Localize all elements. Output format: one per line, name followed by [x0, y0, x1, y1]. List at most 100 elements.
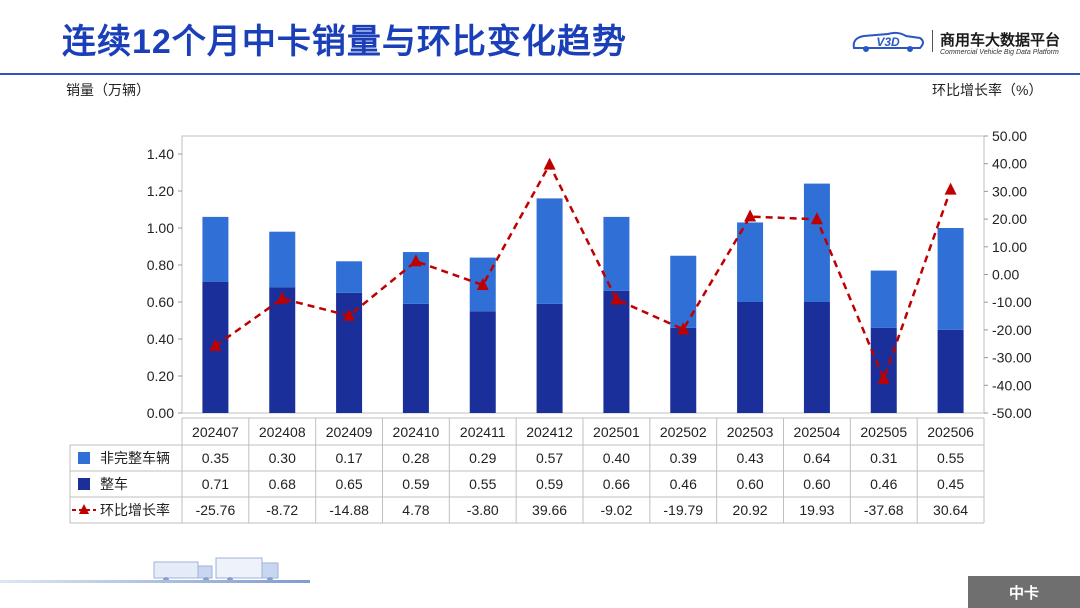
bar-incomplete-vehicle	[737, 222, 764, 302]
y-tick-label: 0.00	[147, 405, 174, 421]
y2-tick-label: 40.00	[992, 156, 1027, 172]
table-value-cell: -19.79	[663, 502, 703, 518]
y2-tick-label: 10.00	[992, 239, 1027, 255]
x-category-label: 202501	[593, 424, 640, 440]
table-value-cell: -3.80	[467, 502, 499, 518]
table-value-cell: 39.66	[532, 502, 567, 518]
mom-point-marker	[543, 157, 556, 170]
bar-complete-vehicle	[937, 329, 964, 413]
y-tick-label: 1.20	[147, 183, 174, 199]
table-value-cell: 0.68	[269, 476, 296, 492]
mom-point-marker	[810, 212, 823, 225]
logo-badge-text: V3D	[876, 35, 900, 49]
table-value-cell: 0.17	[335, 450, 362, 466]
category-tag: 中卡	[968, 576, 1080, 608]
legend-series-name: 非完整车辆	[100, 450, 170, 466]
bar-incomplete-vehicle	[670, 255, 697, 328]
bar-complete-vehicle	[670, 327, 697, 413]
bar-complete-vehicle	[603, 290, 630, 413]
mom-growth-line	[214, 161, 952, 383]
x-category-label: 202503	[727, 424, 774, 440]
x-category-label: 202506	[927, 424, 974, 440]
mom-point-marker	[409, 254, 422, 267]
table-value-cell: 20.92	[733, 502, 768, 518]
table-value-cell: 0.35	[202, 450, 229, 466]
logo-subtitle: Commercial Vehicle Big Data Platform	[940, 49, 1059, 56]
bar-incomplete-vehicle	[870, 270, 897, 328]
table-value-cell: -9.02	[600, 502, 632, 518]
bar-incomplete-vehicle	[269, 231, 296, 288]
y-tick-label: 0.80	[147, 257, 174, 273]
table-value-cell: 0.43	[736, 450, 763, 466]
bar-complete-vehicle	[737, 302, 764, 413]
table-value-cell: 19.93	[799, 502, 834, 518]
table-value-cell: 0.31	[870, 450, 897, 466]
y2-tick-label: 0.00	[992, 267, 1019, 283]
x-category-label: 202409	[326, 424, 373, 440]
y2-tick-label: -40.00	[992, 377, 1032, 393]
table-value-cell: 0.30	[269, 450, 296, 466]
bar-complete-vehicle	[870, 327, 897, 413]
bar-incomplete-vehicle	[937, 228, 964, 330]
footer-band	[0, 580, 310, 583]
bar-incomplete-vehicle	[536, 198, 563, 304]
x-category-label: 202412	[526, 424, 573, 440]
table-value-cell: 0.46	[670, 476, 697, 492]
x-category-label: 202410	[393, 424, 440, 440]
mom-point-marker	[677, 322, 690, 335]
bar-complete-vehicle	[402, 303, 429, 413]
table-value-cell: 0.29	[469, 450, 496, 466]
table-value-cell: -8.72	[266, 502, 298, 518]
y-tick-label: 0.20	[147, 368, 174, 384]
y2-tick-label: -10.00	[992, 294, 1032, 310]
mom-point-marker	[744, 209, 757, 222]
x-category-label: 202408	[259, 424, 306, 440]
bar-incomplete-vehicle	[202, 216, 229, 282]
y2-tick-label: 50.00	[992, 128, 1027, 144]
bar-incomplete-vehicle	[336, 261, 363, 293]
legend-swatch	[78, 478, 90, 490]
y2-tick-label: -50.00	[992, 405, 1032, 421]
legend-series-name: 整车	[100, 476, 128, 492]
table-value-cell: 0.66	[603, 476, 630, 492]
table-value-cell: 0.60	[803, 476, 830, 492]
title-divider	[0, 73, 1080, 75]
table-value-cell: -37.68	[864, 502, 904, 518]
mom-point-marker	[276, 291, 289, 304]
plot-area-frame	[181, 135, 985, 414]
mom-point-marker	[610, 292, 623, 305]
table-value-cell: 0.45	[937, 476, 964, 492]
y2-tick-label: -30.00	[992, 350, 1032, 366]
table-value-cell: 0.55	[469, 476, 496, 492]
mom-point-marker	[343, 308, 356, 321]
y-tick-label: 0.60	[147, 294, 174, 310]
table-value-cell: 30.64	[933, 502, 968, 518]
bar-incomplete-vehicle	[603, 216, 630, 291]
bar-complete-vehicle	[803, 302, 830, 413]
y-tick-label: 0.40	[147, 331, 174, 347]
v3d-logo-icon: V3D	[852, 31, 924, 52]
table-value-cell: 4.78	[402, 502, 429, 518]
table-value-cell: 0.57	[536, 450, 563, 466]
y2-tick-label: -20.00	[992, 322, 1032, 338]
page-title: 连续12个月中卡销量与环比变化趋势	[62, 23, 627, 61]
y-tick-label: 1.40	[147, 146, 174, 162]
table-value-cell: 0.59	[402, 476, 429, 492]
y2-axis-title: 环比增长率（%）	[932, 82, 1043, 98]
table-value-cell: 0.60	[736, 476, 763, 492]
mom-point-marker	[476, 278, 489, 291]
mom-point-marker	[877, 371, 890, 384]
table-value-cell: 0.40	[603, 450, 630, 466]
legend-marker	[79, 504, 89, 514]
table-value-cell: 0.59	[536, 476, 563, 492]
table-value-cell: 0.65	[335, 476, 362, 492]
legend-series-name: 环比增长率	[100, 502, 170, 518]
x-category-label: 202505	[860, 424, 907, 440]
x-category-label: 202504	[794, 424, 841, 440]
y-tick-label: 1.00	[147, 220, 174, 236]
table-value-cell: -14.88	[329, 502, 369, 518]
x-category-label: 202407	[192, 424, 239, 440]
table-value-cell: 0.64	[803, 450, 830, 466]
bar-complete-vehicle	[269, 287, 296, 413]
table-value-cell: 0.71	[202, 476, 229, 492]
